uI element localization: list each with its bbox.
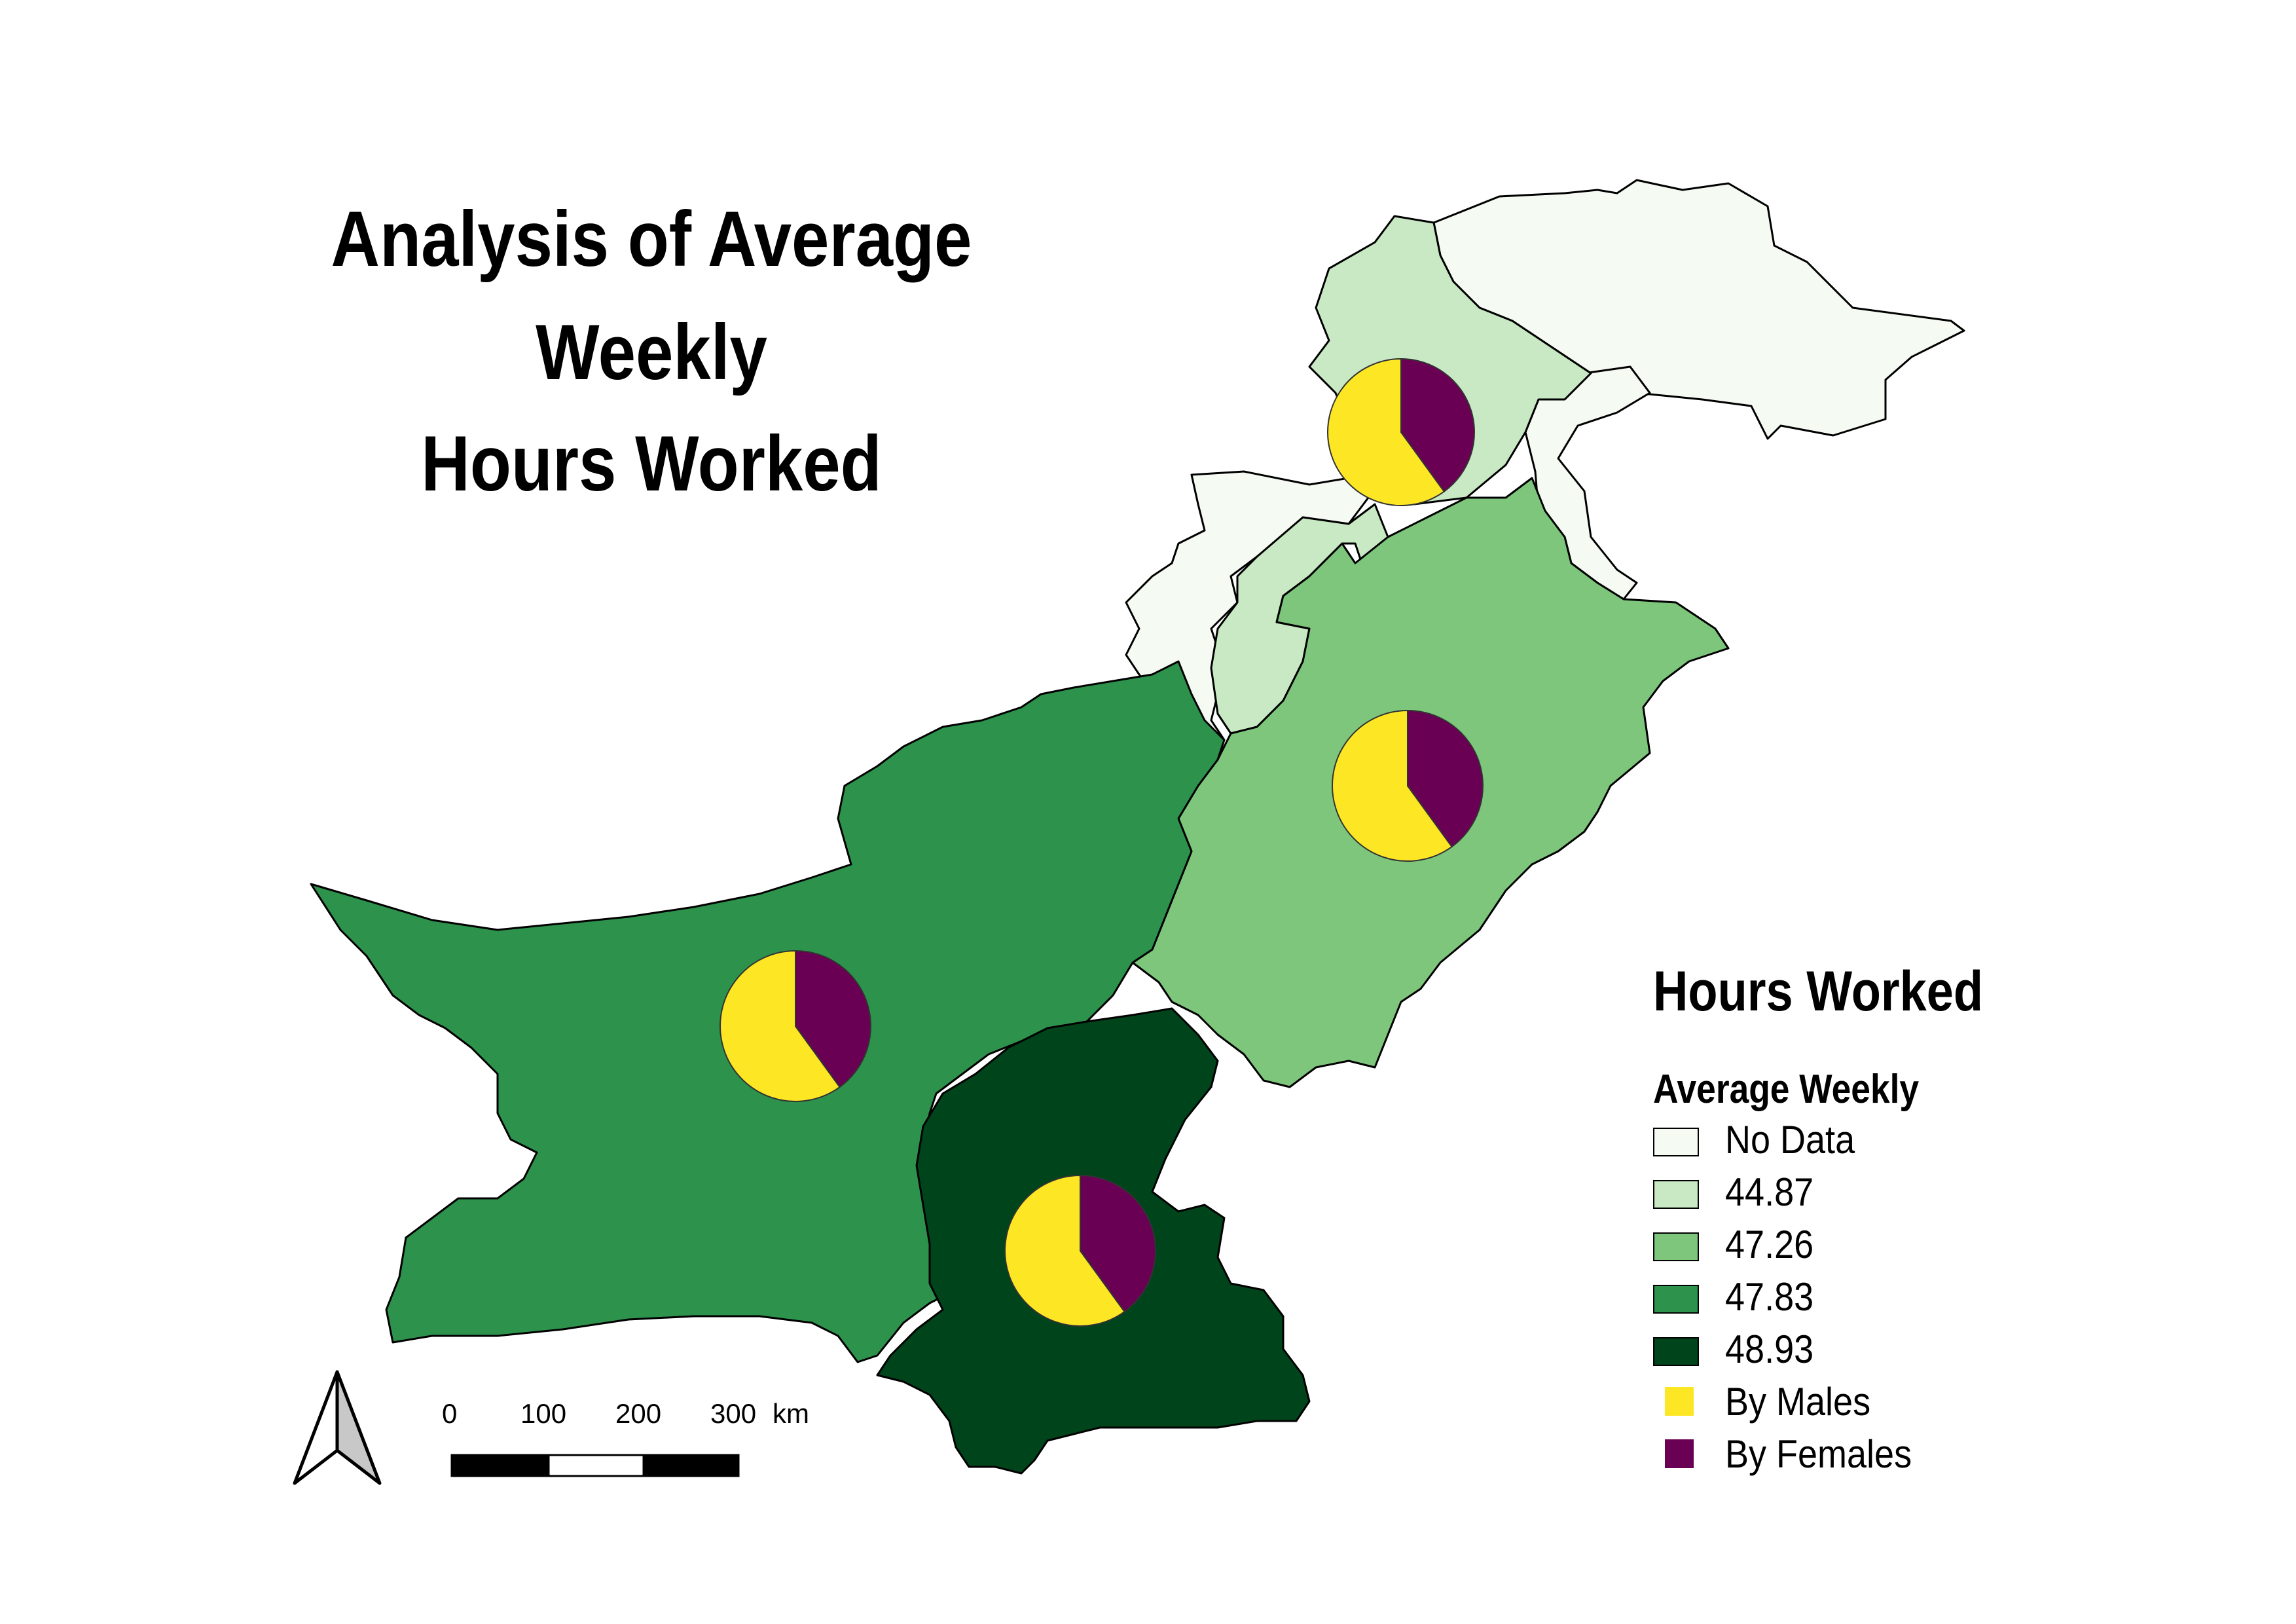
pie-chart (1004, 1174, 1156, 1327)
legend-label: No Data (1725, 1118, 1855, 1162)
scale-tick-0: 0 (442, 1398, 458, 1429)
legend-label: 47.83 (1725, 1275, 1814, 1319)
scale-bar-segment-1 (450, 1454, 550, 1477)
legend-swatch (1653, 1285, 1699, 1314)
north-arrow-icon (293, 1370, 382, 1485)
pie-slice-females (1407, 709, 1484, 848)
legend-label: 44.87 (1725, 1170, 1814, 1214)
scale-bar-segment-2 (547, 1454, 645, 1477)
pie-chart (1332, 709, 1484, 862)
pie-chart-layer (720, 358, 1484, 1327)
legend-label: By Males (1725, 1380, 1871, 1424)
pie-slice-females (1080, 1174, 1156, 1313)
scale-bar (450, 1454, 740, 1477)
pie-slice-females (795, 950, 871, 1088)
pie-chart (720, 950, 871, 1102)
scale-tick-300: 300 (710, 1398, 757, 1429)
legend-label: 47.26 (1725, 1223, 1814, 1266)
scale-unit: km (773, 1398, 809, 1429)
scale-tick-200: 200 (615, 1398, 662, 1429)
legend-marker-males (1665, 1387, 1694, 1416)
legend-label: 48.93 (1725, 1327, 1814, 1371)
map-title-line-3: Hours Worked (421, 420, 882, 507)
legend-title: Hours Worked (1653, 960, 1984, 1023)
scale-tick-100: 100 (520, 1398, 567, 1429)
pie-slice-females (1400, 358, 1475, 493)
map-title-line-2: Weekly (536, 308, 767, 396)
pie-chart (1326, 358, 1475, 506)
legend-marker-females (1665, 1439, 1694, 1468)
pie-slice-males (1004, 1174, 1125, 1327)
legend-swatch (1653, 1128, 1699, 1156)
legend-subtitle: Average Weekly (1653, 1067, 1920, 1112)
legend-swatch (1653, 1232, 1699, 1261)
legend-swatch (1653, 1180, 1699, 1209)
map-title-line-1: Analysis of Average (331, 195, 972, 283)
pie-slice-males (1326, 358, 1446, 506)
pie-slice-males (1332, 709, 1453, 862)
legend-label: By Females (1725, 1432, 1912, 1476)
legend-swatch (1653, 1337, 1699, 1366)
pie-slice-males (720, 950, 841, 1102)
scale-bar-segment-3 (642, 1454, 740, 1477)
